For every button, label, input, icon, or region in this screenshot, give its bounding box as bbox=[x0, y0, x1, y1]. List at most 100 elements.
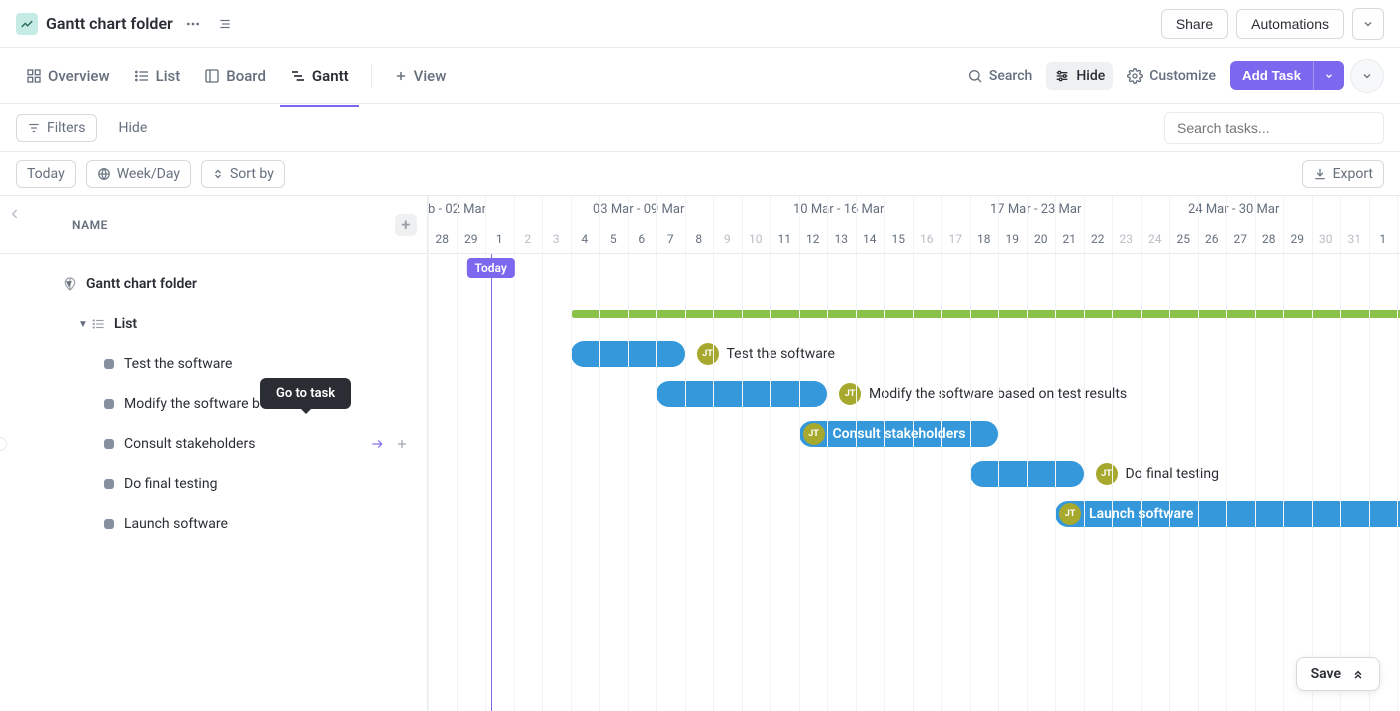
export-button[interactable]: Export bbox=[1302, 160, 1384, 188]
grid-line bbox=[1169, 196, 1170, 711]
automations-button[interactable]: Automations bbox=[1236, 9, 1344, 39]
day-cell: 13 bbox=[827, 224, 856, 254]
tab-list[interactable]: List bbox=[124, 59, 191, 93]
assignee-avatar: JT bbox=[697, 343, 719, 365]
grid-line bbox=[1340, 196, 1341, 711]
hide-filters-link[interactable]: Hide bbox=[109, 115, 158, 141]
weekday-label: Week/Day bbox=[117, 166, 180, 182]
status-dot-icon bbox=[104, 359, 114, 369]
day-cell: 19 bbox=[998, 224, 1027, 254]
task-bar-label: Consult stakeholders bbox=[833, 426, 966, 442]
page-title: Gantt chart folder bbox=[46, 14, 173, 33]
tree-list-row[interactable]: ▼ List bbox=[0, 304, 427, 344]
day-cell: 28 bbox=[1255, 224, 1284, 254]
day-cell: 18 bbox=[970, 224, 999, 254]
add-view-label: View bbox=[414, 67, 447, 85]
today-button[interactable]: Today bbox=[16, 160, 76, 188]
tab-gantt[interactable]: Gantt bbox=[280, 59, 359, 93]
task-bar-label: Test the software bbox=[727, 346, 835, 362]
day-cell: 10 bbox=[742, 224, 771, 254]
grid-line bbox=[457, 196, 458, 711]
day-cell: 4 bbox=[571, 224, 600, 254]
goto-task-tooltip: Go to task bbox=[260, 378, 351, 409]
day-cell: 29 bbox=[1283, 224, 1312, 254]
more-options-button[interactable] bbox=[181, 12, 205, 36]
grid-line bbox=[1283, 196, 1284, 711]
day-cell: 30 bbox=[1312, 224, 1341, 254]
grid-line bbox=[428, 196, 429, 711]
add-column-button[interactable]: + bbox=[395, 214, 417, 236]
tab-divider bbox=[371, 64, 372, 88]
day-cell: 31 bbox=[1340, 224, 1369, 254]
task-bar[interactable]: JTConsult stakeholders bbox=[799, 421, 999, 447]
share-button[interactable]: Share bbox=[1161, 9, 1228, 39]
day-cell: 7 bbox=[656, 224, 685, 254]
caret-down-icon[interactable]: ▼ bbox=[64, 279, 74, 290]
filters-button[interactable]: Filters bbox=[16, 114, 97, 142]
weekday-button[interactable]: Week/Day bbox=[86, 160, 191, 188]
goto-task-icon[interactable] bbox=[369, 437, 385, 451]
filters-row: Filters Hide bbox=[0, 104, 1400, 152]
grid-line bbox=[1198, 196, 1199, 711]
today-line bbox=[491, 254, 492, 711]
day-cell: 26 bbox=[1198, 224, 1227, 254]
top-header: Gantt chart folder Share Automations bbox=[0, 0, 1400, 48]
task-panel-header: NAME + bbox=[0, 196, 427, 254]
tree-folder-row[interactable]: ▼ Gantt chart folder bbox=[0, 264, 427, 304]
task-panel: NAME + ▼ Gantt chart folder ▼ List Test … bbox=[0, 196, 428, 711]
today-badge: Today bbox=[467, 258, 515, 278]
add-task-button[interactable]: Add Task bbox=[1230, 61, 1344, 90]
tab-board[interactable]: Board bbox=[194, 59, 276, 93]
grid-line bbox=[913, 196, 914, 711]
sortby-label: Sort by bbox=[230, 166, 274, 182]
status-dot-icon bbox=[104, 439, 114, 449]
add-subtask-icon[interactable] bbox=[395, 437, 409, 451]
folder-settings-icon[interactable] bbox=[213, 12, 237, 36]
save-label: Save bbox=[1311, 666, 1341, 682]
drag-handle[interactable] bbox=[0, 437, 7, 451]
summary-bar[interactable] bbox=[571, 310, 1400, 318]
day-cell: 21 bbox=[1055, 224, 1084, 254]
add-view-button[interactable]: View bbox=[384, 59, 457, 93]
week-range-label: 10 Mar - 16 Mar bbox=[793, 202, 884, 217]
customize-action[interactable]: Customize bbox=[1119, 62, 1224, 90]
grid-line bbox=[685, 196, 686, 711]
grid-line bbox=[628, 196, 629, 711]
grid-line bbox=[542, 196, 543, 711]
search-action[interactable]: Search bbox=[959, 62, 1040, 90]
grid-line bbox=[1084, 196, 1085, 711]
task-bar[interactable]: JTLaunch software bbox=[1055, 501, 1400, 527]
task-row[interactable]: Launch software bbox=[0, 504, 427, 544]
grid-line bbox=[656, 196, 657, 711]
day-cell: 23 bbox=[1112, 224, 1141, 254]
view-tabs-row: Overview List Board Gantt View Search Hi… bbox=[0, 48, 1400, 104]
assignee-avatar: JT bbox=[1059, 503, 1081, 525]
list-name: List bbox=[114, 316, 137, 332]
more-view-actions[interactable] bbox=[1350, 59, 1384, 93]
day-cell: 1 bbox=[485, 224, 514, 254]
search-tasks-input[interactable] bbox=[1164, 112, 1384, 144]
grid-line bbox=[884, 196, 885, 711]
day-cell: 11 bbox=[770, 224, 799, 254]
task-row[interactable]: Modify the software b Go to task bbox=[0, 384, 427, 424]
grid-line bbox=[998, 196, 999, 711]
day-cell: 5 bbox=[599, 224, 628, 254]
day-cell: 12 bbox=[799, 224, 828, 254]
task-row[interactable]: Do final testing bbox=[0, 464, 427, 504]
save-button[interactable]: Save bbox=[1296, 657, 1380, 691]
hide-action[interactable]: Hide bbox=[1046, 62, 1113, 90]
add-task-dropdown[interactable] bbox=[1313, 61, 1344, 90]
grid-line bbox=[1055, 196, 1056, 711]
week-range-label: 17 Mar - 23 Mar bbox=[990, 202, 1081, 217]
grid-line bbox=[941, 196, 942, 711]
task-row[interactable]: Consult stakeholders bbox=[0, 424, 427, 464]
automations-dropdown-button[interactable] bbox=[1352, 8, 1384, 40]
collapse-up-icon bbox=[1351, 667, 1365, 681]
tab-overview[interactable]: Overview bbox=[16, 59, 120, 93]
task-row[interactable]: Test the software bbox=[0, 344, 427, 384]
sortby-button[interactable]: Sort by bbox=[201, 160, 285, 188]
assignee-avatar: JT bbox=[1096, 463, 1118, 485]
caret-down-icon[interactable]: ▼ bbox=[78, 319, 88, 330]
grid-line bbox=[856, 196, 857, 711]
grid-line bbox=[1027, 196, 1028, 711]
